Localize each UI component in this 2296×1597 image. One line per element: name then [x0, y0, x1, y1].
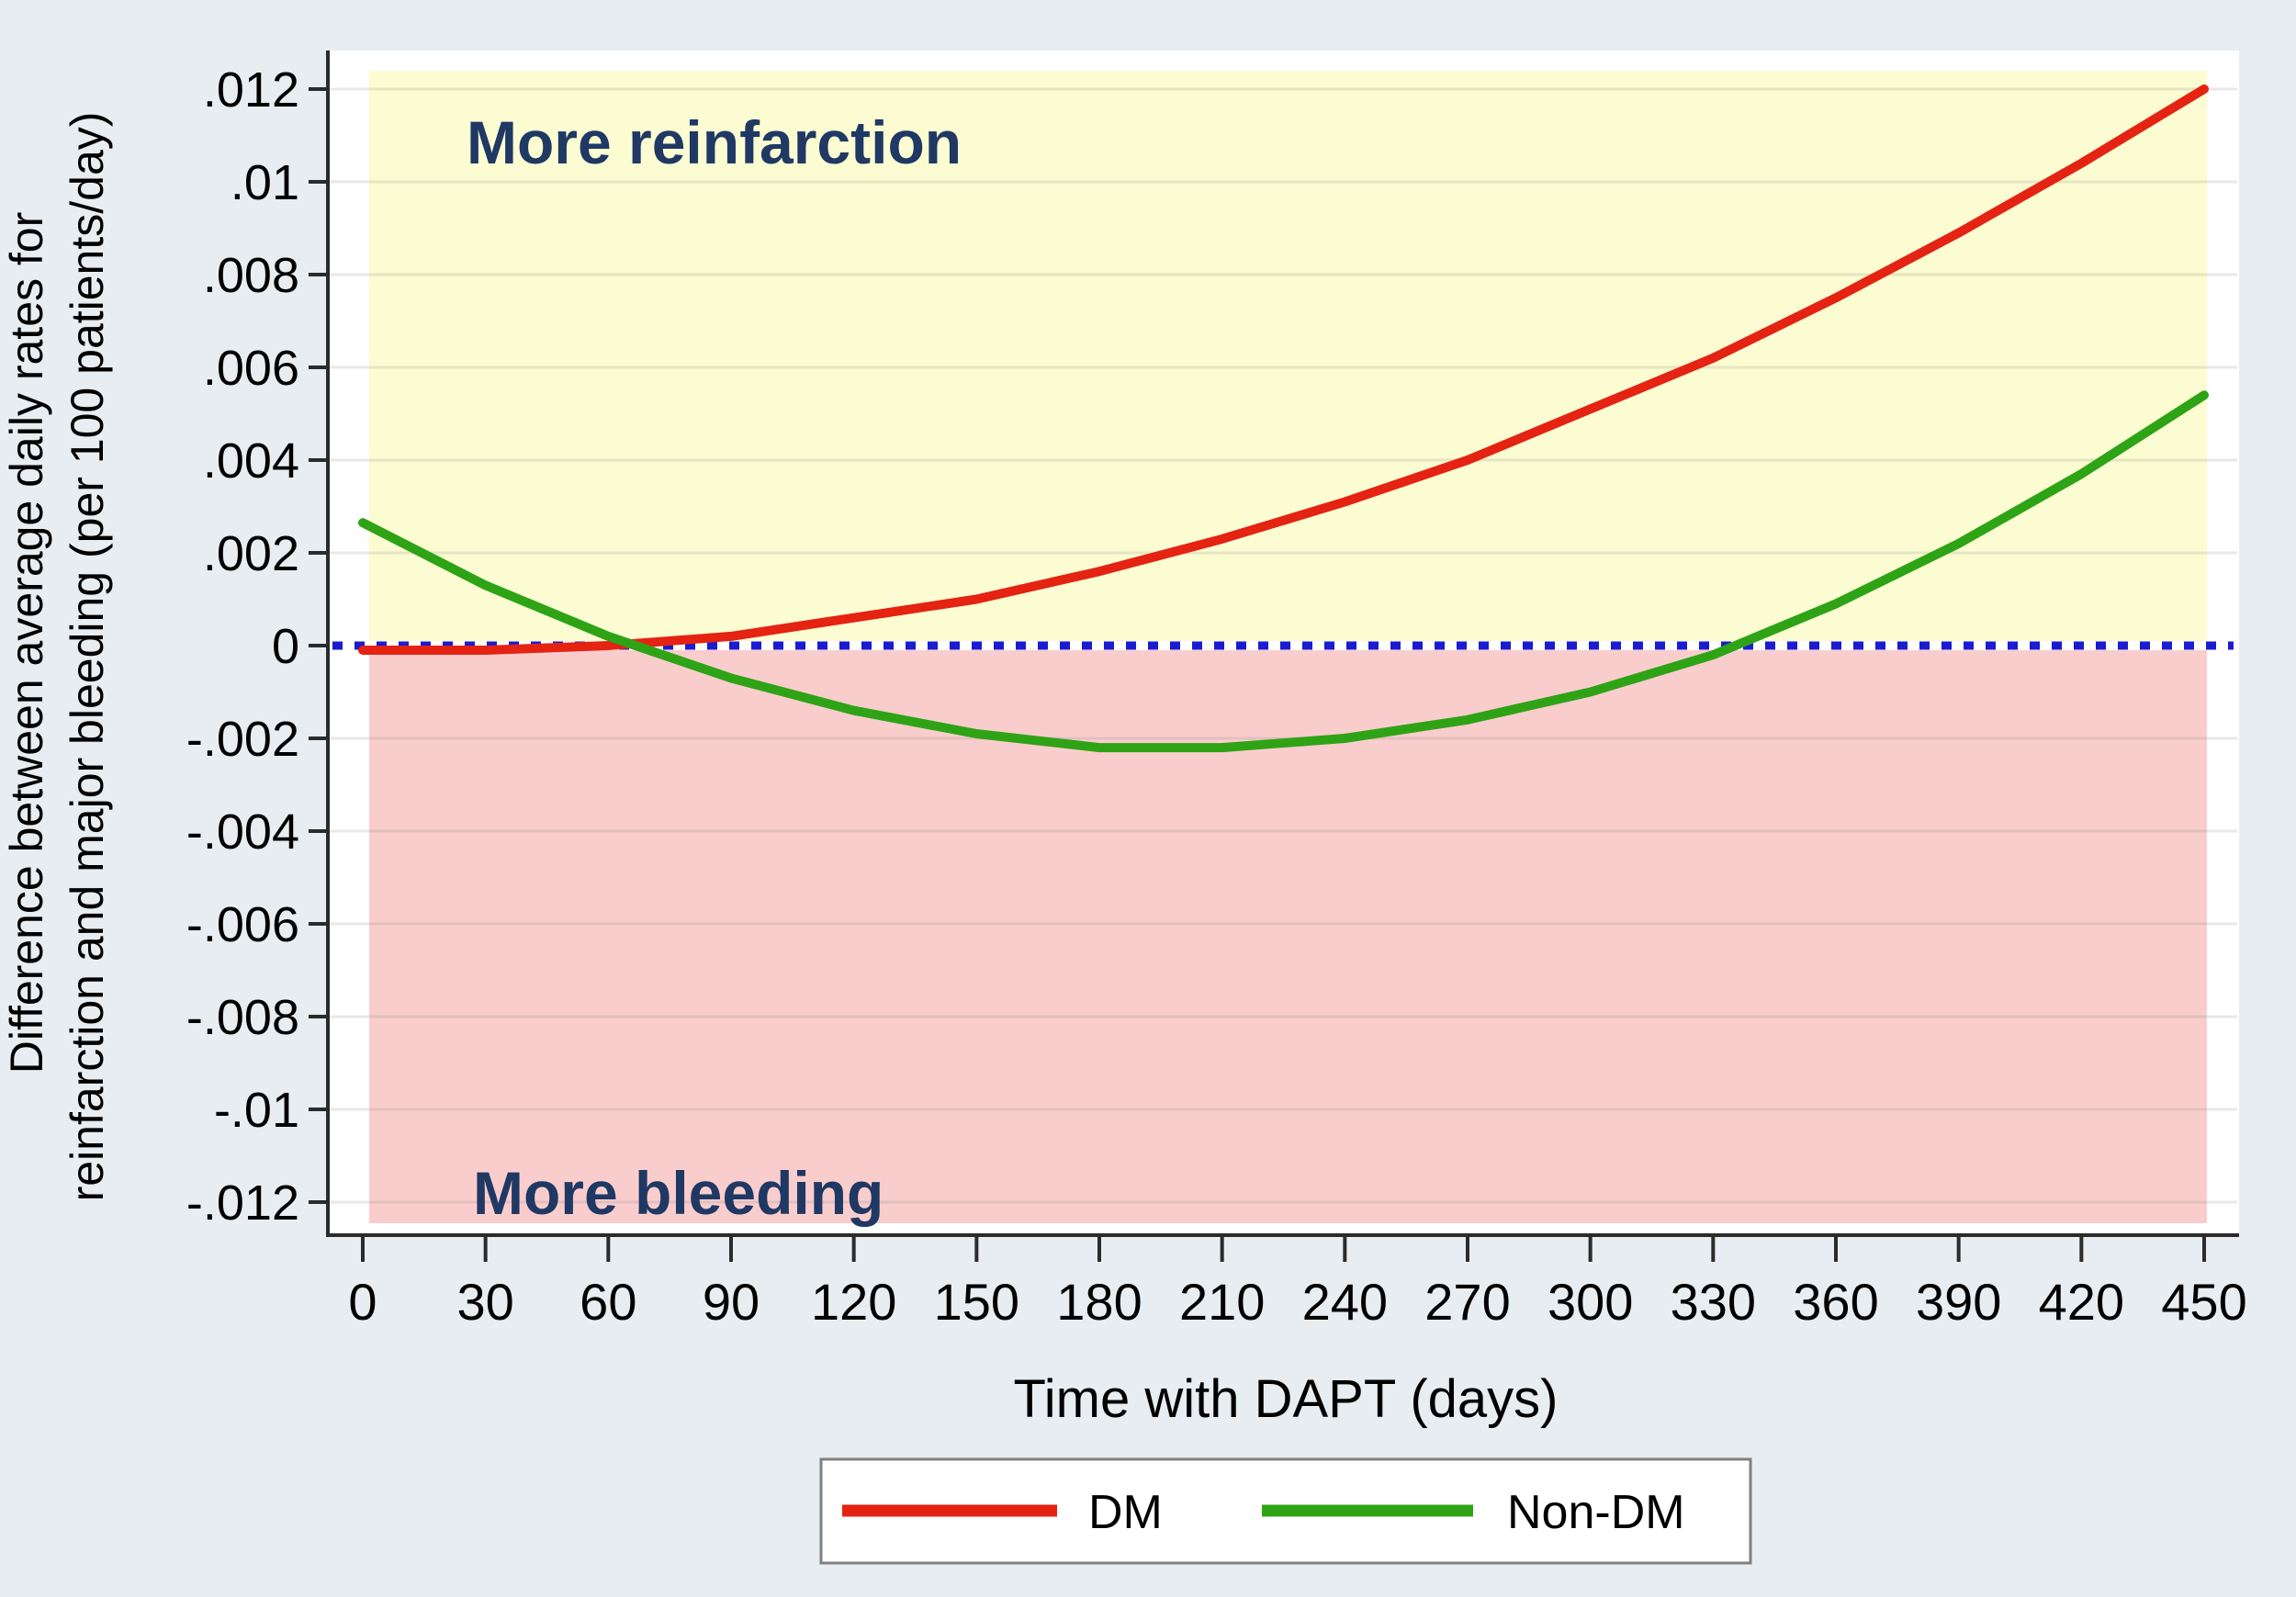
- x-tick-label: 240: [1302, 1273, 1388, 1331]
- y-tick-label: .01: [231, 155, 299, 210]
- y-tick-label: -.002: [186, 712, 299, 767]
- y-tick-label: .002: [203, 526, 299, 581]
- x-tick-label: 30: [457, 1273, 514, 1331]
- x-tick-label: 150: [934, 1273, 1019, 1331]
- x-tick-label: 90: [703, 1273, 760, 1331]
- legend-dm-label: DM: [1088, 1486, 1163, 1539]
- y-tick-label: -.006: [186, 897, 299, 952]
- y-tick-label: -.004: [186, 804, 299, 860]
- y-tick-label: .006: [203, 341, 299, 396]
- more-reinfarction-region: [369, 71, 2207, 641]
- series-line-dm: [358, 84, 2209, 655]
- x-axis-ticks: 0 30 60 90 120 150 180 210 240 270 300 330 360 390 420…: [348, 1235, 2247, 1331]
- x-tick-label: 450: [2161, 1273, 2246, 1331]
- y-axis-title-line1: Difference between average daily rates f…: [1, 212, 52, 1074]
- x-tick-label: 0: [348, 1273, 377, 1331]
- more-bleeding-label: More bleeding: [473, 1159, 884, 1227]
- x-tick-label: 270: [1424, 1273, 1510, 1331]
- y-tick-label: 0: [272, 619, 299, 674]
- y-tick-label: .012: [203, 62, 299, 118]
- y-tick-label: -.008: [186, 990, 299, 1045]
- y-tick-label: .008: [203, 248, 299, 303]
- x-tick-label: 210: [1179, 1273, 1265, 1331]
- gridlines: [330, 87, 2237, 1204]
- more-reinfarction-label: More reinfarction: [467, 108, 962, 176]
- x-tick-label: 300: [1548, 1273, 1633, 1331]
- y-tick-label: -.01: [214, 1083, 299, 1138]
- legend-nondm-label: Non-DM: [1507, 1486, 1685, 1539]
- x-tick-label: 330: [1671, 1273, 1756, 1331]
- x-tick-label: 180: [1056, 1273, 1142, 1331]
- x-tick-label: 360: [1793, 1273, 1878, 1331]
- x-axis-title: Time with DAPT (days): [1014, 1369, 1559, 1429]
- y-tick-label: .004: [203, 433, 299, 489]
- legend: DM Non-DM: [819, 1457, 1752, 1565]
- x-tick-label: 420: [2039, 1273, 2124, 1331]
- more-bleeding-region: [369, 650, 2207, 1223]
- series-line-non-dm: [358, 390, 2209, 753]
- series-lines: [358, 84, 2209, 753]
- x-tick-label: 120: [811, 1273, 896, 1331]
- y-axis-ticks: .012 .01 .008 .006 .004 .002 0 -.002 -.004 -.006 -…: [186, 62, 328, 1231]
- y-tick-label: -.012: [186, 1175, 299, 1231]
- y-axis-title-line2: reinfarction and major bleeding (per 100…: [62, 112, 113, 1202]
- x-tick-label: 60: [580, 1273, 636, 1331]
- x-tick-label: 390: [1916, 1273, 2001, 1331]
